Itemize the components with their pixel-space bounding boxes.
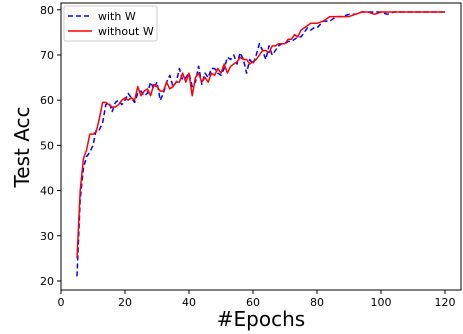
- y-tick-label: 70: [40, 49, 54, 62]
- y-axis-ticks: 20 30 40 50 60 70 80: [40, 4, 61, 288]
- legend: with W without W: [63, 5, 158, 42]
- x-axis-ticks: 0 20 40 60 80 100 120: [58, 290, 456, 309]
- plot-area: [76, 11, 445, 277]
- legend-label: without W: [98, 25, 154, 38]
- x-tick-label: 60: [246, 296, 260, 309]
- x-tick-label: 100: [371, 296, 392, 309]
- y-tick-label: 30: [40, 230, 54, 243]
- x-tick-label: 80: [310, 296, 324, 309]
- y-tick-label: 80: [40, 4, 54, 17]
- x-axis-label: #Epochs: [217, 307, 305, 331]
- axes-frame: [60, 2, 462, 291]
- x-tick-label: 0: [58, 296, 65, 309]
- legend-box: [63, 5, 158, 42]
- x-tick-label: 120: [435, 296, 456, 309]
- y-tick-label: 50: [40, 139, 54, 152]
- x-tick-label: 20: [118, 296, 132, 309]
- legend-label: with W: [98, 10, 136, 23]
- y-axis-label: Test Acc: [10, 106, 34, 188]
- x-tick-label: 40: [182, 296, 196, 309]
- y-tick-label: 40: [40, 185, 54, 198]
- y-tick-label: 60: [40, 94, 54, 107]
- y-tick-label: 20: [40, 275, 54, 288]
- series-line-with-w: [76, 11, 445, 277]
- series-line-without-w: [76, 11, 445, 259]
